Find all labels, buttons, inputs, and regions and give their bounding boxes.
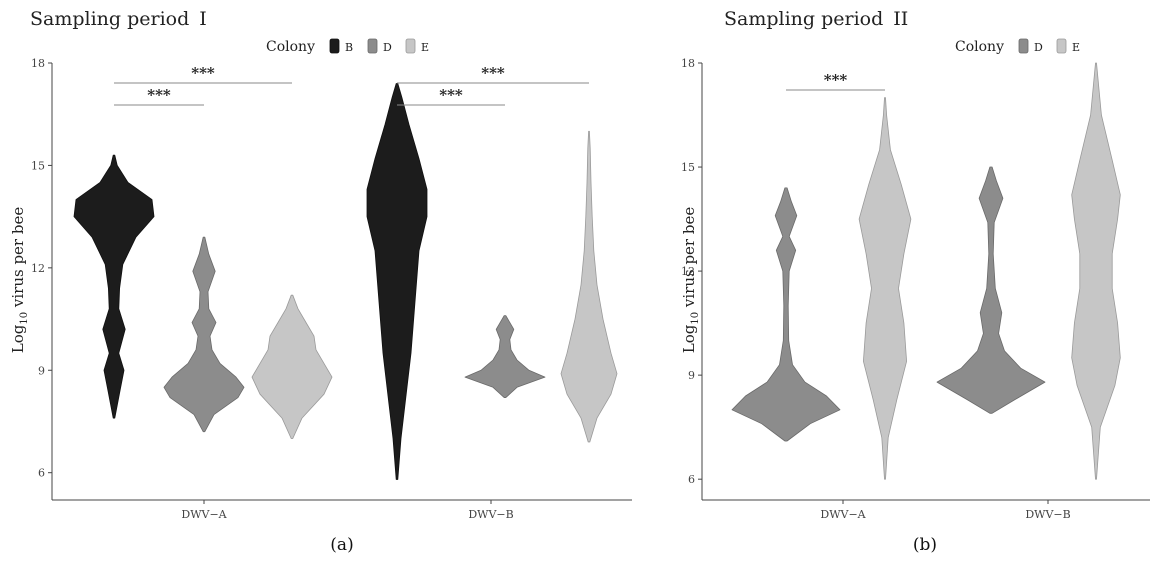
legend-label-E: E xyxy=(421,41,429,54)
x-tick-label: DWV−B xyxy=(1025,508,1070,521)
significance-label: *** xyxy=(147,86,171,104)
legend-swatch-E xyxy=(405,38,416,54)
legend: Colony B D E xyxy=(266,38,429,55)
violin-D-dwv-b xyxy=(936,166,1046,414)
y-tick-label: 12 xyxy=(31,262,45,275)
violin-D-dwv-a xyxy=(163,236,245,433)
significance-label: *** xyxy=(824,71,848,89)
chart-title-numeral: I xyxy=(199,8,207,30)
y-tick-label: 15 xyxy=(31,159,45,172)
y-tick-label: 6 xyxy=(38,467,45,480)
y-axis-label-rest: virus per bee xyxy=(9,207,27,312)
y-axis-label-log: Log xyxy=(9,324,27,353)
violin-E-dwv-a xyxy=(858,97,912,480)
y-axis-label-rest: virus per bee xyxy=(680,207,698,312)
chart-title: Sampling period II xyxy=(724,8,908,30)
chart-title-numeral: II xyxy=(893,8,908,30)
legend-title: Colony xyxy=(266,39,315,55)
legend-swatch-E xyxy=(1056,38,1067,54)
y-tick-label: 12 xyxy=(681,265,695,278)
panel-label: (a) xyxy=(330,535,353,555)
panel-1: 6 9 12 15 18 DWV−A DWV−B *** Sampling period II Co… xyxy=(680,8,1150,555)
significance-label: *** xyxy=(191,64,215,82)
chart-title-text: Sampling period xyxy=(30,8,189,30)
chart-title-text: Sampling period xyxy=(724,8,883,30)
legend-swatch-B xyxy=(329,38,340,54)
significance-label: *** xyxy=(439,86,463,104)
y-tick-label: 15 xyxy=(681,161,695,174)
y-tick-label: 9 xyxy=(38,364,45,377)
y-axis-label-subscript: 10 xyxy=(19,312,30,325)
y-tick-label: 9 xyxy=(688,369,695,382)
x-tick-label: DWV−A xyxy=(181,508,227,521)
violin-B-dwv-b xyxy=(366,83,428,480)
y-tick-label: 18 xyxy=(681,57,695,70)
legend-label-B: B xyxy=(345,41,353,54)
legend: Colony D E xyxy=(955,38,1080,55)
y-axis-label-log: Log xyxy=(680,324,698,353)
y-axis-label-subscript: 10 xyxy=(690,312,701,325)
violin-D-dwv-a xyxy=(731,187,841,442)
violin-E-dwv-a xyxy=(251,294,333,439)
legend-swatch-D xyxy=(1018,38,1029,54)
x-tick-label: DWV−A xyxy=(820,508,866,521)
legend-swatch-D xyxy=(367,38,378,54)
legend-label-D: D xyxy=(383,41,392,54)
legend-label-E: E xyxy=(1072,41,1080,54)
y-tick-label: 6 xyxy=(688,473,695,486)
significance-label: *** xyxy=(481,64,505,82)
violin-B-dwv-a xyxy=(73,154,155,419)
y-axis-label: Log10 virus per bee xyxy=(680,207,701,354)
violin-E-dwv-b xyxy=(1071,62,1121,480)
y-tick-label: 18 xyxy=(31,57,45,70)
legend-label-D: D xyxy=(1034,41,1043,54)
chart-title: Sampling period I xyxy=(30,8,207,30)
violin-D-dwv-b xyxy=(464,315,546,398)
y-axis-label: Log10 virus per bee xyxy=(9,207,30,354)
panel-0: 6 9 12 15 18 DWV−A DWV−B *** *** *** *** Sampling p… xyxy=(9,8,632,555)
violin-E-dwv-b xyxy=(560,130,618,443)
x-tick-label: DWV−B xyxy=(468,508,513,521)
panel-label: (b) xyxy=(913,535,937,555)
legend-title: Colony xyxy=(955,39,1004,55)
